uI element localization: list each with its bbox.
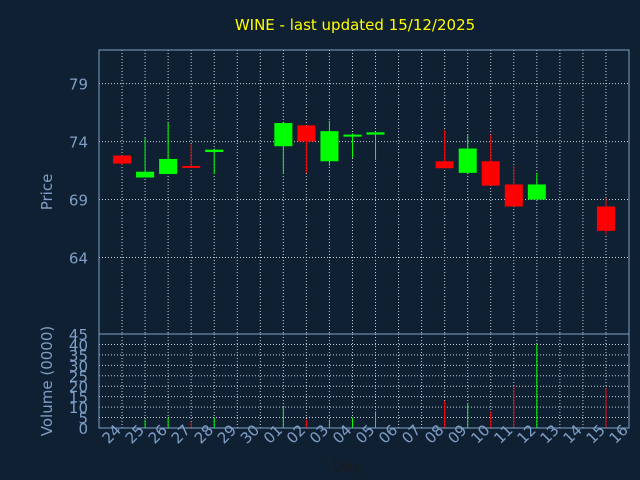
candles [113, 120, 615, 235]
candle-body [504, 184, 523, 207]
volume-tick-label: 15 [69, 389, 88, 407]
volume-axis-label: Volume (0000) [38, 326, 56, 436]
candle-body [297, 125, 316, 142]
volume-tick-label: 25 [69, 368, 88, 386]
price-tick-label: 69 [69, 192, 88, 210]
price-axis-label: Price [38, 174, 56, 211]
candle-body [343, 134, 362, 137]
volume-tick-label: 35 [69, 347, 88, 365]
volume-tick-label: 0 [78, 420, 88, 438]
volume-top-label: 45 [69, 326, 88, 344]
candle-body [481, 161, 500, 186]
candle-body [274, 123, 293, 147]
volume-panel-frame [98, 333, 630, 429]
chart-title: WINE - last updated 15/12/2025 [235, 16, 475, 34]
candle-body [458, 148, 477, 173]
price-tick-label: 74 [69, 134, 88, 152]
volume-tick-label: 40 [69, 336, 88, 354]
candle-body [205, 149, 224, 153]
price-tick-label: 79 [69, 76, 88, 94]
volume-tick-label: 5 [78, 410, 88, 428]
candle-body [527, 184, 546, 200]
volume-bars [144, 344, 607, 428]
candle-body [320, 131, 339, 162]
x-tick-labels: 2425262728293001020304050607080910111213… [99, 421, 632, 447]
candle-body [182, 165, 201, 168]
volume-tick-label: 20 [69, 378, 88, 396]
volume-tick-label: 30 [69, 357, 88, 375]
price-tick-label: 64 [69, 249, 88, 267]
candle-body [596, 206, 615, 231]
candle-body [159, 158, 178, 175]
x-axis-label: Day [333, 459, 361, 475]
volume-tick-label: 10 [69, 399, 88, 417]
candle-body [136, 171, 155, 178]
candle-body [366, 132, 385, 135]
price-tick-labels: 64 69 74 79 [69, 76, 88, 268]
candle-body [113, 155, 132, 164]
candle-body [435, 161, 454, 169]
